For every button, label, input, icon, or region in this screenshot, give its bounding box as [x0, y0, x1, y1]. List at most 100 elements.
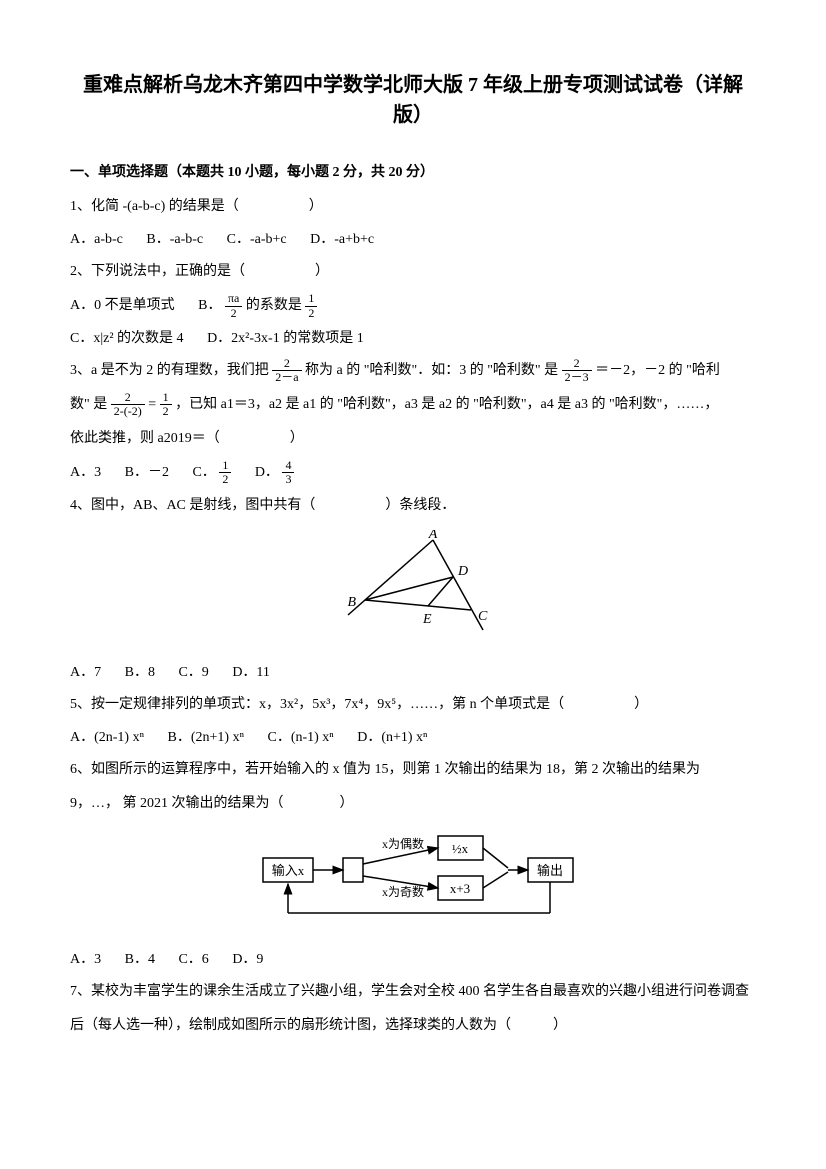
frac-den: 2-(-2) [111, 405, 145, 418]
q1-opt-c: C．-a-b+c [227, 227, 287, 252]
frac-den: 3 [282, 473, 294, 486]
question-5: 5、按一定规律排列的单项式：x，3x²，5x³，7x⁴，9x⁵，……，第 n 个… [70, 691, 756, 719]
q3-opt-c-text: C． [192, 465, 215, 480]
question-2: 2、下列说法中，正确的是（ ） [70, 258, 756, 286]
q2-opt-b: B． πa2 的系数是 12 [198, 292, 317, 319]
frac-den: 2 [305, 307, 317, 320]
flowchart-diagram: 输入x x为偶数 x为奇数 ½x x+3 输出 [243, 828, 583, 928]
q6-opt-b: B．4 [125, 947, 155, 972]
fraction-half-2: 12 [160, 391, 172, 418]
fraction-2-2a: 22－a [272, 357, 301, 384]
frac-num: 1 [160, 391, 172, 405]
q7-p2: 后（每人选一种），绘制成如图所示的扇形统计图，选择球类的人数为（ ） [70, 1018, 567, 1033]
label-c: C [478, 609, 488, 624]
q3-opt-a: A．3 [70, 460, 101, 485]
q6-p1: 6、如图所示的运算程序中，若开始输入的 x 值为 15，则第 1 次输出的结果为… [70, 762, 700, 777]
triangle-diagram: A B C D E [328, 530, 498, 640]
frac-num: 1 [305, 292, 317, 306]
q2-options: A．0 不是单项式 B． πa2 的系数是 12 [70, 292, 756, 319]
q4-opt-c: C．9 [178, 660, 208, 685]
fraction-2-23: 22－3 [562, 357, 592, 384]
q3-options: A．3 B．－2 C． 12 D． 43 [70, 459, 756, 486]
q4-text: 4、图中，AB、AC 是射线，图中共有（ ）条线段． [70, 498, 455, 513]
fraction-half: 12 [305, 292, 317, 319]
q4-opt-b: B．8 [125, 660, 155, 685]
label-b: B [347, 595, 356, 610]
q5-options: A．(2n-1) xⁿ B．(2n+1) xⁿ C．(n-1) xⁿ D．(n+… [70, 725, 756, 750]
q6-options: A．3 B．4 C．6 D．9 [70, 947, 756, 972]
flow-even-op: ½x [452, 841, 469, 856]
q4-options: A．7 B．8 C．9 D．11 [70, 660, 756, 685]
q2-options-2: C．x|z² 的次数是 4 D．2x²-3x-1 的常数项是 1 [70, 326, 756, 351]
q6-opt-d: D．9 [232, 947, 263, 972]
flow-even-label: x为偶数 [382, 836, 424, 851]
frac-den: 2－3 [562, 371, 592, 384]
frac-num: 4 [282, 459, 294, 473]
q1-text: 1、化简 -(a-b-c) 的结果是（ ） [70, 199, 323, 214]
frac-num: 2 [272, 357, 301, 371]
q1-options: A．a-b-c B．-a-b-c C．-a-b+c D．-a+b+c [70, 227, 756, 252]
frac-num: πa [225, 292, 242, 306]
fraction-43: 43 [282, 459, 294, 486]
flow-odd-op: x+3 [450, 881, 470, 896]
question-1: 1、化简 -(a-b-c) 的结果是（ ） [70, 193, 756, 221]
q6-opt-a: A．3 [70, 947, 101, 972]
flow-even-op-text: ½x [452, 841, 469, 856]
question-3: 3、a 是不为 2 的有理数，我们把 22－a 称为 a 的 "哈利数"．如：3… [70, 357, 756, 385]
fraction-2-2neg2: 22-(-2) [111, 391, 145, 418]
q3-opt-b: B．－2 [125, 460, 169, 485]
flow-output: 输出 [537, 863, 563, 878]
q3-opt-d: D． 43 [255, 459, 295, 486]
q3-p4: 数" 是 [70, 397, 111, 412]
q3-p2: 称为 a 的 "哈利数"．如：3 的 "哈利数" 是 [305, 363, 562, 378]
q1-opt-b: B．-a-b-c [146, 227, 203, 252]
q5-opt-d: D．(n+1) xⁿ [357, 725, 427, 750]
label-e: E [422, 612, 432, 627]
q3-opt-d-text: D． [255, 465, 279, 480]
question-7-line2: 后（每人选一种），绘制成如图所示的扇形统计图，选择球类的人数为（ ） [70, 1012, 756, 1040]
q2-opt-a: A．0 不是单项式 [70, 293, 175, 318]
question-3-line2: 数" 是 22-(-2) = 12 ，已知 a1＝3，a2 是 a1 的 "哈利… [70, 391, 756, 419]
q5-opt-b: B．(2n+1) xⁿ [168, 725, 244, 750]
q3-p6: 依此类推，则 a2019＝（ ） [70, 431, 304, 446]
fraction-half-3: 12 [219, 459, 231, 486]
q3-p5: ，已知 a1＝3，a2 是 a1 的 "哈利数"，a3 是 a2 的 "哈利数"… [175, 397, 718, 412]
flow-input: 输入x [272, 863, 305, 878]
q4-figure: A B C D E [70, 530, 756, 649]
section-header: 一、单项选择题（本题共 10 小题，每小题 2 分，共 20 分） [70, 160, 756, 185]
document-title: 重难点解析乌龙木齐第四中学数学北师大版 7 年级上册专项测试试卷（详解版） [70, 70, 756, 130]
frac-num: 1 [219, 459, 231, 473]
q7-p1: 7、某校为丰富学生的课余生活成立了兴趣小组，学生会对全校 400 名学生各自最喜… [70, 984, 749, 999]
flow-odd-label: x为奇数 [382, 884, 424, 899]
frac-num: 2 [111, 391, 145, 405]
q5-text: 5、按一定规律排列的单项式：x，3x²，5x³，7x⁴，9x⁵，……，第 n 个… [70, 697, 648, 712]
q2-opt-b-suffix: 的系数是 [246, 298, 306, 313]
q3-p1: 3、a 是不为 2 的有理数，我们把 [70, 363, 272, 378]
q3-opt-c: C． 12 [192, 459, 231, 486]
q5-opt-a: A．(2n-1) xⁿ [70, 725, 144, 750]
label-a: A [428, 530, 438, 542]
frac-num: 2 [562, 357, 592, 371]
question-3-line3: 依此类推，则 a2019＝（ ） [70, 425, 756, 453]
fraction-pi-a-2: πa2 [225, 292, 242, 319]
question-6: 6、如图所示的运算程序中，若开始输入的 x 值为 15，则第 1 次输出的结果为… [70, 756, 756, 784]
q2-text: 2、下列说法中，正确的是（ ） [70, 264, 329, 279]
question-4: 4、图中，AB、AC 是射线，图中共有（ ）条线段． [70, 492, 756, 520]
q2-opt-b-prefix: B． [198, 298, 221, 313]
q1-opt-d: D．-a+b+c [310, 227, 374, 252]
frac-den: 2 [225, 307, 242, 320]
question-6-line2: 9，…， 第 2021 次输出的结果为（ ） [70, 790, 756, 818]
q1-opt-a: A．a-b-c [70, 227, 123, 252]
q2-opt-d: D．2x²-3x-1 的常数项是 1 [207, 326, 364, 351]
frac-den: 2 [160, 405, 172, 418]
question-7: 7、某校为丰富学生的课余生活成立了兴趣小组，学生会对全校 400 名学生各自最喜… [70, 978, 756, 1006]
q5-opt-c: C．(n-1) xⁿ [267, 725, 333, 750]
label-d: D [457, 564, 468, 579]
q4-opt-d: D．11 [232, 660, 270, 685]
q4-opt-a: A．7 [70, 660, 101, 685]
q6-opt-c: C．6 [178, 947, 208, 972]
frac-den: 2－a [272, 371, 301, 384]
q6-p2: 9，…， 第 2021 次输出的结果为（ ） [70, 796, 354, 811]
frac-den: 2 [219, 473, 231, 486]
q6-flowchart: 输入x x为偶数 x为奇数 ½x x+3 输出 [70, 828, 756, 937]
